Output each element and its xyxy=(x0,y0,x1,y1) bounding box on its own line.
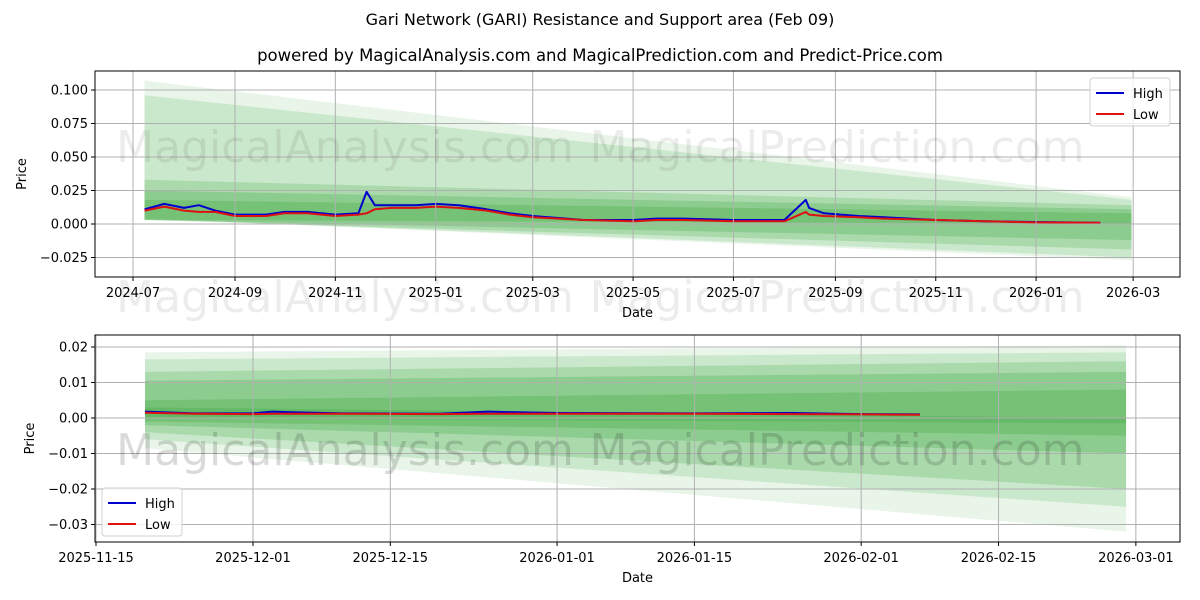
legend-label-high: High xyxy=(1133,87,1163,102)
y-tick-label: 0.075 xyxy=(51,117,88,132)
y-axis-label: Price xyxy=(23,423,38,455)
x-axis-label: Date xyxy=(622,306,653,321)
legend-label-low: Low xyxy=(145,518,171,533)
y-tick-label: 0.02 xyxy=(59,341,88,356)
y-tick-label: 0.100 xyxy=(51,84,88,99)
watermark: MagicalPrediction.com xyxy=(590,425,1085,476)
legend: High Low xyxy=(101,487,183,537)
y-tick-label: 0.000 xyxy=(51,218,88,233)
y-axis-label: Price xyxy=(15,158,30,190)
watermark: MagicalPrediction.com xyxy=(590,122,1085,173)
x-tick-label: 2025-07 xyxy=(706,286,760,301)
x-tick-label: 2026-01-01 xyxy=(519,551,595,566)
x-tick-label: 2025-11 xyxy=(909,286,963,301)
x-tick-label: 2024-07 xyxy=(106,286,160,301)
legend-label-low: Low xyxy=(1133,108,1159,123)
axes-frame xyxy=(94,334,1181,543)
y-tick-label: 0.050 xyxy=(51,151,88,166)
legend-label-high: High xyxy=(145,497,175,512)
x-tick-label: 2025-05 xyxy=(606,286,660,301)
top-chart: MagicalAnalysis.com MagicalAnalysis.com Ma… xyxy=(15,70,1181,323)
support-resistance-band xyxy=(144,80,1132,261)
x-tick-label: 2026-03-01 xyxy=(1098,551,1174,566)
axes-frame xyxy=(94,70,1181,278)
x-tick-label: 2026-01 xyxy=(1009,286,1063,301)
watermark: MagicalAnalysis.com xyxy=(116,272,574,323)
y-tick-label: −0.02 xyxy=(48,483,88,498)
y-tick-label: 0.025 xyxy=(51,184,88,199)
x-tick-label: 2025-01 xyxy=(409,286,463,301)
x-tick-label: 2025-03 xyxy=(506,286,560,301)
chart-title: Gari Network (GARI) Resistance and Suppo… xyxy=(365,10,835,29)
chart-subtitle: powered by MagicalAnalysis.com and Magic… xyxy=(257,46,943,65)
x-tick-label: 2026-03 xyxy=(1106,286,1160,301)
y-tick-label: −0.01 xyxy=(48,447,88,462)
x-tick-label: 2025-09 xyxy=(808,286,862,301)
y-tick-label: 0.00 xyxy=(59,412,88,427)
y-tick-label: 0.01 xyxy=(59,376,88,391)
watermark: MagicalAnalysis.com xyxy=(116,425,574,476)
watermark: MagicalAnalysis.com xyxy=(116,122,574,173)
watermark: MagicalPrediction.com xyxy=(590,272,1085,323)
legend: High Low xyxy=(1089,77,1171,127)
x-tick-label: 2026-01-15 xyxy=(657,551,733,566)
x-tick-label: 2026-02-01 xyxy=(823,551,899,566)
x-tick-label: 2025-12-15 xyxy=(353,551,429,566)
support-resistance-band xyxy=(144,179,1132,250)
x-tick-label: 2024-09 xyxy=(208,286,262,301)
x-tick-label: 2025-11-15 xyxy=(58,551,134,566)
y-tick-label: −0.03 xyxy=(48,518,88,533)
x-tick-label: 2026-02-15 xyxy=(961,551,1037,566)
low-line xyxy=(144,411,921,416)
x-tick-label: 2024-11 xyxy=(308,286,362,301)
watermark: MagicalAnalysis.com xyxy=(116,425,574,476)
x-axis-label: Date xyxy=(622,571,653,586)
x-tick-label: 2025-12-01 xyxy=(215,551,291,566)
watermark: MagicalPrediction.com xyxy=(590,425,1085,476)
support-resistance-band xyxy=(144,190,1132,241)
y-tick-label: −0.025 xyxy=(40,251,88,266)
